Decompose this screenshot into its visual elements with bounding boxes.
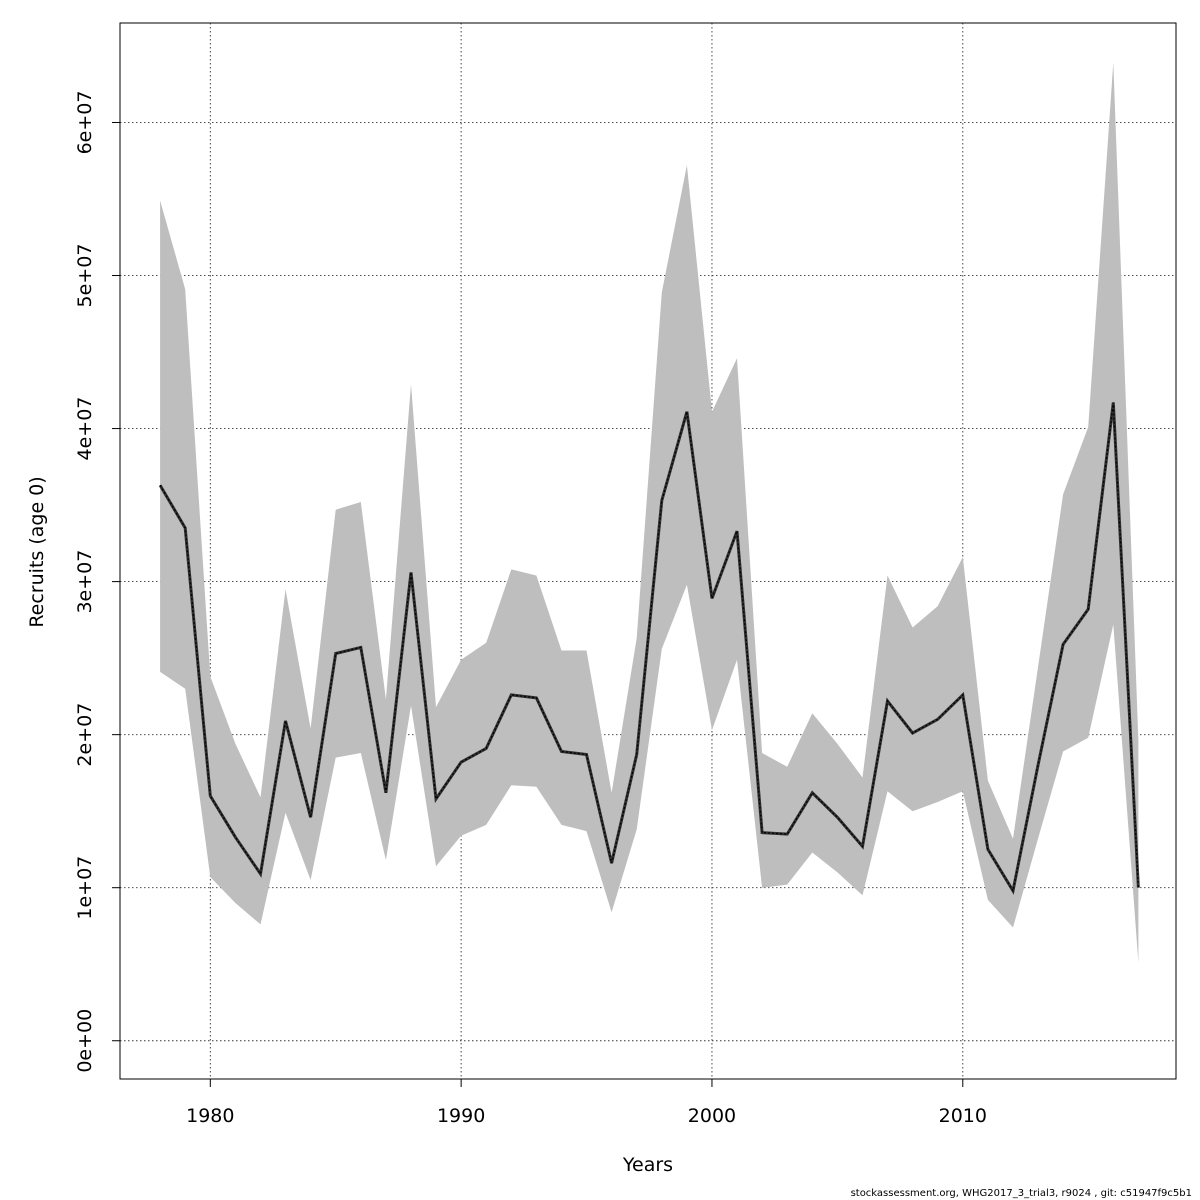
y-tick-label: 0e+00 xyxy=(74,1009,96,1073)
x-tick-label: 2000 xyxy=(688,1105,736,1127)
plot-frame xyxy=(119,22,1177,1080)
x-axis-title: Years xyxy=(622,1154,673,1176)
x-axis: 1980 1990 2000 2010 xyxy=(186,1079,987,1127)
y-axis: 0e+00 1e+07 2e+07 3e+07 4e+07 5e+07 6e+07 xyxy=(74,91,120,1073)
y-tick-label: 2e+07 xyxy=(74,703,96,767)
y-tick-label: 5e+07 xyxy=(74,244,96,308)
y-tick-label: 4e+07 xyxy=(74,397,96,461)
y-tick-label: 6e+07 xyxy=(74,91,96,155)
y-tick-label: 3e+07 xyxy=(74,550,96,614)
footer-caption: stockassessment.org, WHG2017_3_trial3, r… xyxy=(851,1188,1192,1199)
x-tick-label: 1990 xyxy=(437,1105,485,1127)
y-axis-title: Recruits (age 0) xyxy=(26,476,48,627)
confidence-band xyxy=(160,62,1139,963)
y-tick-label: 1e+07 xyxy=(74,856,96,920)
x-tick-label: 1980 xyxy=(186,1105,234,1127)
estimate-line-dotted xyxy=(159,402,1139,893)
x-tick-label: 2010 xyxy=(939,1105,987,1127)
